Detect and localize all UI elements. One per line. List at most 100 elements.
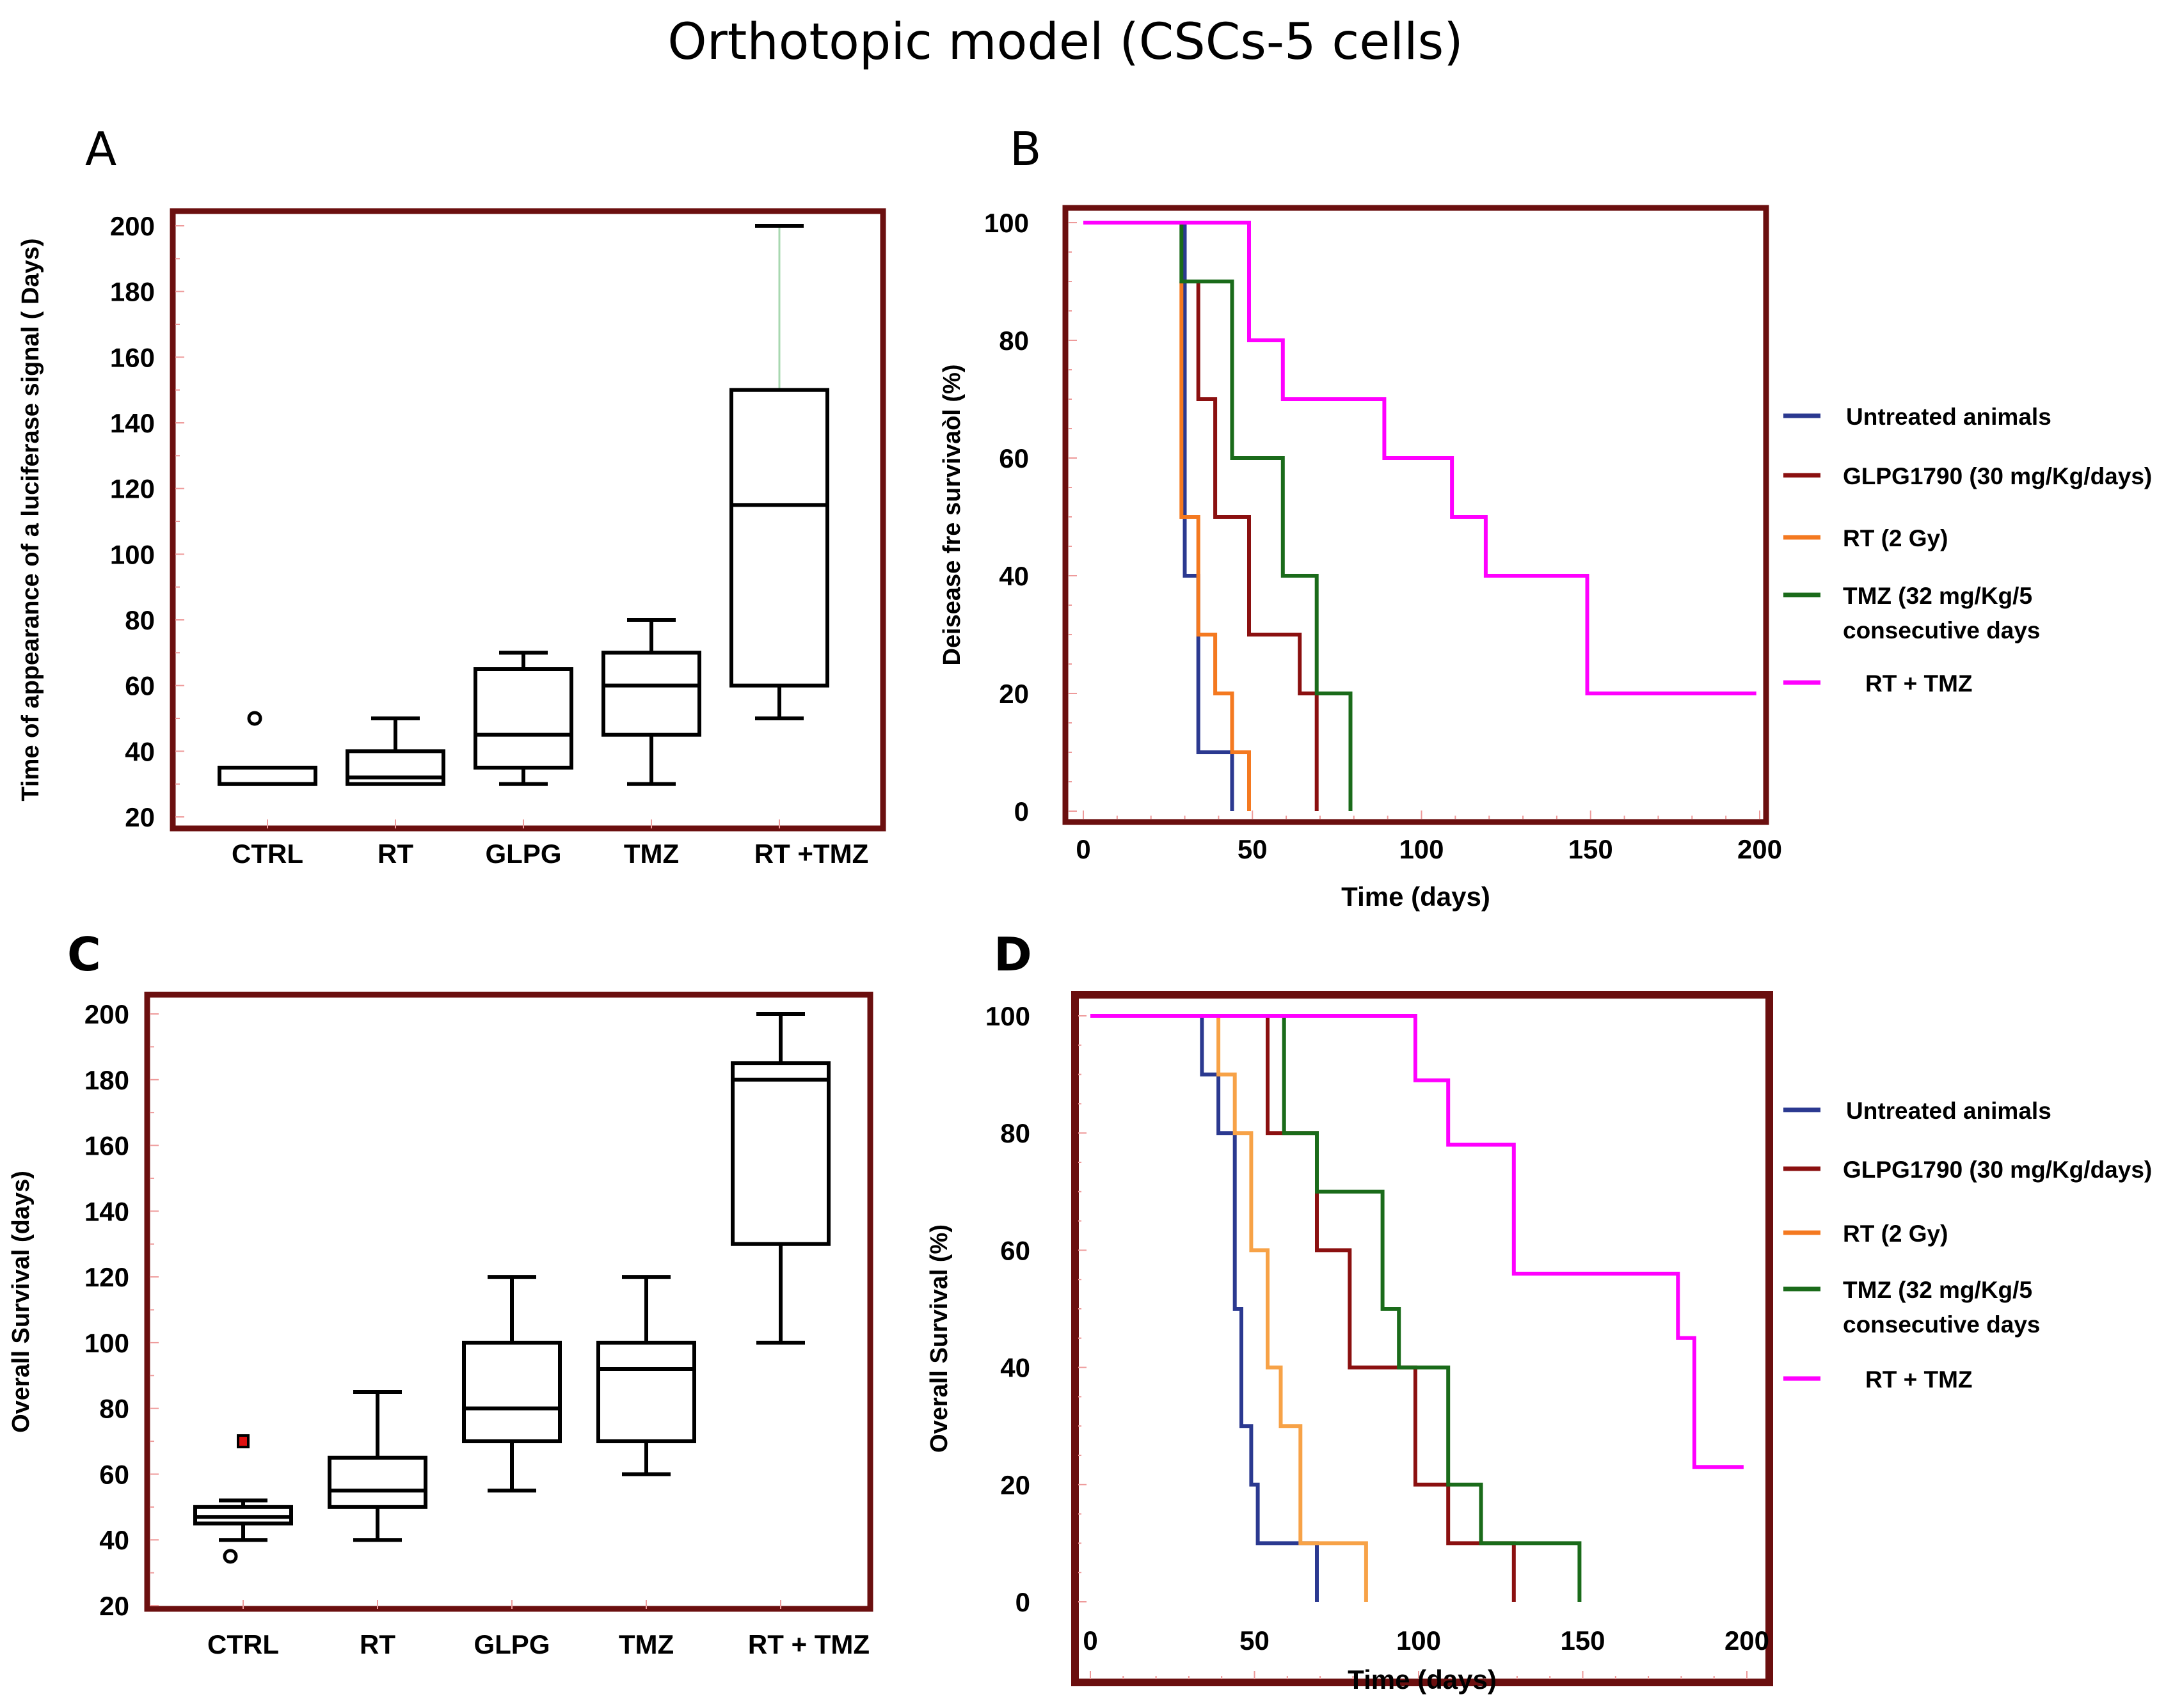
panel-a-box-glpg [474, 667, 573, 770]
panel-c-ylabel: Overall Survival (days) [8, 1171, 35, 1433]
panel-c-xtick-label: GLPG [474, 1629, 550, 1659]
panel-a-ytick-label: 200 [110, 211, 155, 241]
panel-d-ytick-label: 40 [1000, 1353, 1030, 1383]
panel-b-xtick-label: 50 [1238, 834, 1268, 864]
panel-d-legend-label: GLPG1790 (30 mg/Kg/days) [1843, 1157, 2152, 1183]
panel-d-xtick-label: 200 [1724, 1625, 1769, 1656]
panel-c-ytick-label: 200 [84, 999, 129, 1029]
panel-d-ytick-label: 20 [1000, 1470, 1030, 1500]
panel-c-box-rt-tmz [731, 1061, 831, 1246]
panel-b-ytick-label: 100 [984, 208, 1029, 238]
panel-a-ytick-label: 100 [110, 539, 155, 569]
panel-a-outlier [247, 711, 262, 726]
panel-b-series-2 [1179, 281, 1251, 811]
panel-d-legend-label: Untreated animals [1846, 1098, 2051, 1124]
panel-label-c: C [67, 928, 101, 981]
panel-c-outlier [237, 1434, 250, 1449]
panel-b-ytick-label: 80 [999, 326, 1029, 356]
panel-b-ytick-label: 20 [999, 679, 1029, 709]
panel-a-box-ctrl [218, 766, 317, 786]
panel-d-xtick-label: 100 [1396, 1625, 1441, 1656]
panel-d-frame [1071, 991, 1773, 1686]
panel-a-xtick-label: RT +TMZ [754, 839, 868, 869]
panel-c-ytick-label: 140 [84, 1196, 129, 1226]
panel-a-frame [170, 208, 886, 832]
panel-b-legend-label: TMZ (32 mg/Kg/5 [1843, 583, 2032, 609]
panel-b-series-4 [1083, 221, 1756, 695]
panel-c-ytick-label: 60 [99, 1459, 129, 1489]
panel-d-series-0 [1200, 1016, 1319, 1602]
panel-d-ytick-label: 0 [1015, 1587, 1030, 1617]
panel-d-chart: 0 20 40 60 80 100 0 50 100 150 200 Time (days) Overa… [926, 991, 1773, 1695]
panel-b-xtick-label: 100 [1399, 834, 1444, 864]
panel-b-series-1 [1196, 281, 1319, 811]
panel-d-ylabel: Overall Survival (%) [926, 1224, 953, 1453]
panel-c-frame [144, 992, 873, 1612]
panel-b-legend-label: RT + TMZ [1865, 670, 1973, 697]
panel-b-legend: Untreated animals GLPG1790 (30 mg/Kg/days… [1783, 404, 2152, 697]
panel-a-xtick-label: TMZ [624, 839, 679, 869]
panel-a-ytick-label: 160 [110, 342, 155, 372]
panel-c-outlier [223, 1549, 238, 1564]
panel-d-xtick-label: 50 [1239, 1625, 1270, 1656]
panel-d-series-2 [1216, 1016, 1368, 1602]
panel-d-series-3 [1282, 1016, 1582, 1602]
panel-d-legend-label: TMZ (32 mg/Kg/5 [1843, 1277, 2032, 1303]
panel-c-xtick-label: RT + TMZ [748, 1629, 870, 1659]
panel-label-d: D [994, 928, 1032, 981]
panel-c-ytick-label: 80 [99, 1394, 129, 1424]
panel-a-xtick-label: RT [378, 839, 413, 869]
panel-b-chart: 0 20 40 60 80 100 0 50 100 150 200 Time (days) Deise… [939, 205, 1782, 912]
panel-b-frame [1062, 205, 1769, 825]
panel-b-xtick-label: 200 [1737, 834, 1782, 864]
panel-a-box-rt [346, 749, 445, 786]
panel-a-box-tmz [601, 651, 701, 737]
panel-a-ytick-label: 60 [125, 671, 155, 701]
panel-a-ytick-label: 120 [110, 474, 155, 504]
panel-d-legend-label: RT + TMZ [1865, 1366, 1973, 1393]
panel-d-legend: Untreated animals GLPG1790 (30 mg/Kg/days… [1783, 1098, 2152, 1393]
panel-a-box-rt-tmz [729, 388, 829, 688]
panel-label-a: A [85, 122, 116, 176]
panel-a-ytick-label: 80 [125, 605, 155, 635]
panel-b-legend-label: Untreated animals [1846, 404, 2051, 430]
panel-c-chart: 20 40 60 80 100 120 140 160 180 200 Overall Surviv… [8, 992, 873, 1659]
panel-a-chart: 20 40 60 80 100 120 140 160 180 200 Time of appear… [17, 208, 886, 869]
panel-a-xtick-label: CTRL [232, 839, 303, 869]
panel-c-box-tmz [596, 1340, 696, 1444]
panel-b-ytick-label: 0 [1014, 796, 1029, 826]
panel-c-xtick-label: RT [360, 1629, 395, 1659]
panel-a-xtick-label: GLPG [485, 839, 561, 869]
panel-b-xtick-label: 0 [1076, 834, 1090, 864]
panel-d-ytick-label: 100 [985, 1001, 1030, 1031]
panel-c-ytick-label: 160 [84, 1131, 129, 1161]
panel-b-ytick-label: 40 [999, 561, 1029, 591]
panel-c-ytick-label: 100 [84, 1328, 129, 1358]
panel-label-b: B [1010, 122, 1041, 176]
panel-d-xtick-label: 150 [1560, 1625, 1605, 1656]
panel-c-xtick-label: CTRL [207, 1629, 279, 1659]
panel-c-box-rt [328, 1455, 427, 1509]
panel-c-xtick-label: TMZ [619, 1629, 674, 1659]
panel-b-legend-label: consecutive days [1843, 617, 2040, 644]
figure-title: Orthotopic model (CSCs-5 cells) [667, 13, 1463, 71]
panel-c-box-glpg [462, 1340, 562, 1444]
panel-b-legend-label: GLPG1790 (30 mg/Kg/days) [1843, 463, 2152, 489]
panel-d-ytick-label: 60 [1000, 1235, 1030, 1265]
panel-c-ytick-label: 20 [99, 1591, 129, 1621]
panel-c-ytick-label: 180 [84, 1065, 129, 1095]
panel-d-series-4 [1090, 1014, 1744, 1469]
panel-a-ytick-label: 20 [125, 802, 155, 832]
panel-a-ytick-label: 140 [110, 408, 155, 438]
panel-c-ytick-label: 120 [84, 1262, 129, 1292]
panel-b-series-3 [1179, 223, 1353, 811]
panel-b-ylabel: Deisease fre survivaòl (%) [939, 364, 966, 665]
panel-a-ytick-label: 180 [110, 277, 155, 307]
panel-d-xtick-label: 0 [1083, 1625, 1097, 1656]
panel-c-ytick-label: 40 [99, 1525, 129, 1555]
panel-a-ylabel: Time of appearance of a luciferase signa… [17, 239, 44, 802]
panel-a-ytick-label: 40 [125, 736, 155, 766]
panel-b-xtick-label: 150 [1568, 834, 1613, 864]
panel-d-ytick-label: 80 [1000, 1118, 1030, 1148]
panel-b-legend-label: RT (2 Gy) [1843, 525, 1948, 551]
